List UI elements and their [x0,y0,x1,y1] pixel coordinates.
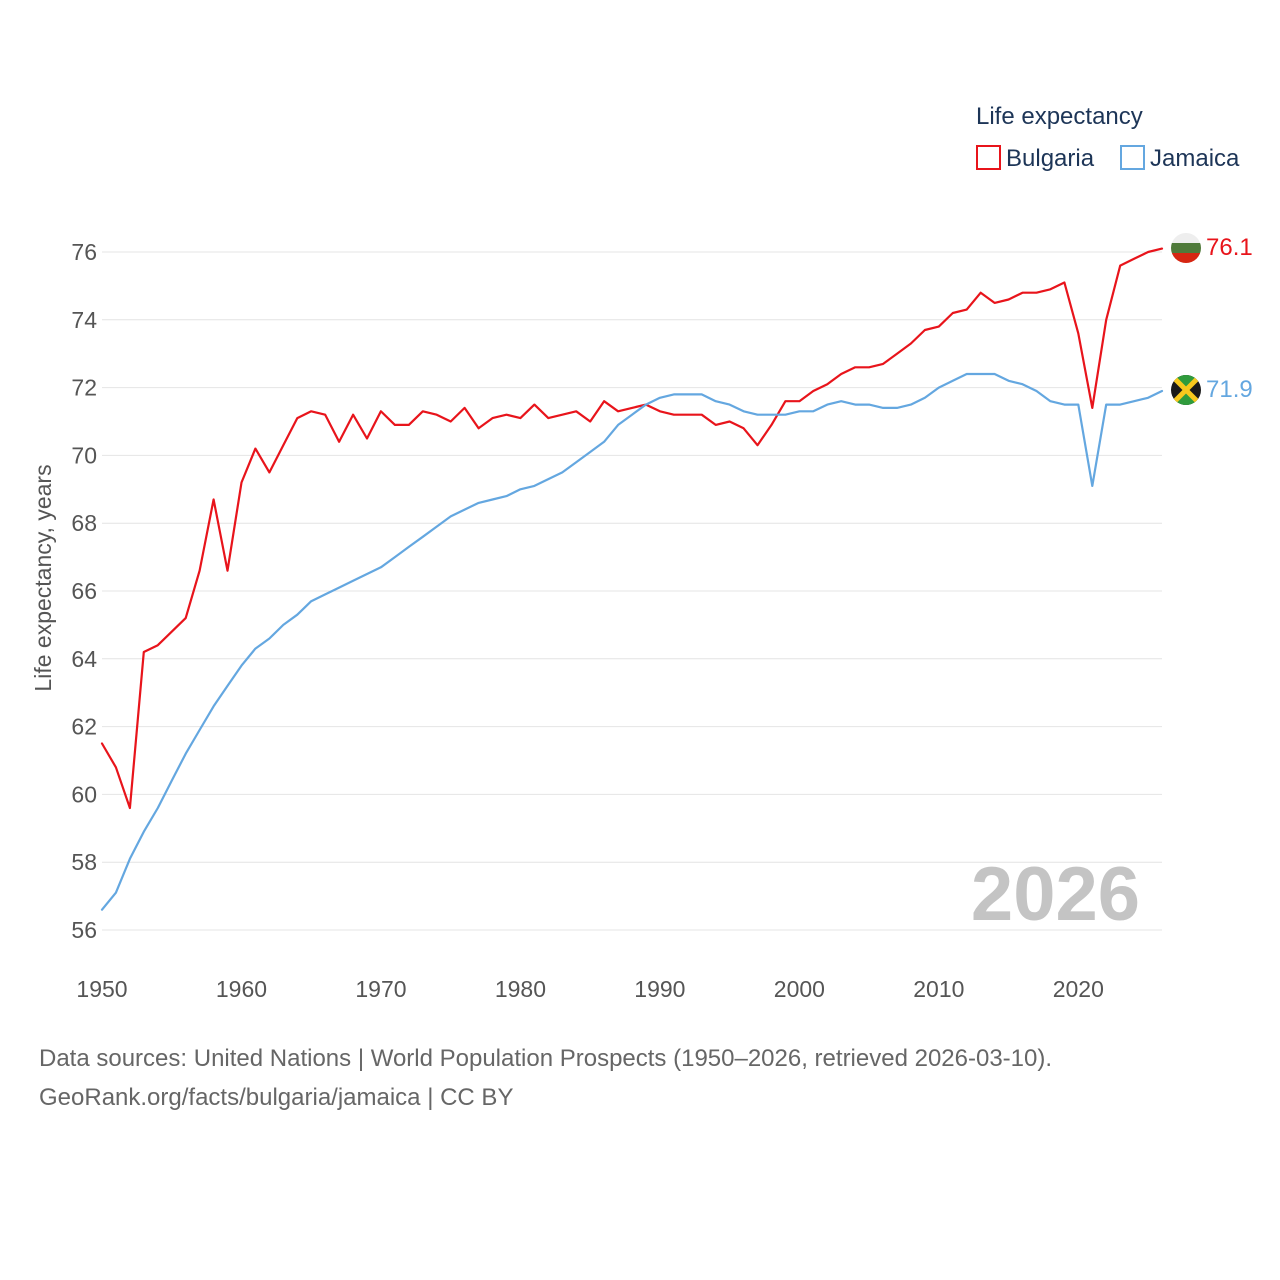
legend-label-bulgaria: Bulgaria [1006,145,1095,172]
y-axis-title: Life expectancy, years [30,464,56,691]
y-tick-label: 74 [71,307,97,333]
y-tick-label: 60 [71,781,97,807]
y-tick-label: 58 [71,849,97,875]
x-tick-label: 1960 [216,976,267,1002]
legend-swatch-bulgaria [976,145,1001,170]
x-tick-label: 1980 [495,976,546,1002]
y-tick-label: 70 [71,442,97,468]
jamaica-end-value: 71.9 [1206,376,1253,403]
x-axis-ticks: 1950 1960 1970 1980 1990 2000 2010 2020 [76,976,1103,1002]
x-tick-label: 1970 [355,976,406,1002]
y-tick-label: 66 [71,578,97,604]
grid-lines [102,251,1162,931]
y-tick-label: 56 [71,917,97,943]
year-watermark: 2026 [971,852,1140,937]
y-tick-label: 72 [71,375,97,401]
y-tick-label: 76 [71,239,97,265]
legend: Life expectancy Bulgaria Jamaica [976,103,1240,172]
y-tick-label: 64 [71,646,97,672]
y-tick-label: 68 [71,510,97,536]
bulgaria-end-value: 76.1 [1206,234,1253,261]
data-source-note: Data sources: United Nations | World Pop… [39,1045,1053,1072]
x-tick-label: 1990 [634,976,685,1002]
x-tick-label: 1950 [76,976,127,1002]
x-tick-label: 2010 [913,976,964,1002]
legend-title: Life expectancy [976,103,1143,130]
y-axis-ticks: 56 58 60 62 64 66 68 70 72 74 76 [71,239,97,943]
series-line-jamaica [100,372,1164,911]
x-tick-label: 2020 [1053,976,1104,1002]
jamaica-flag-icon [1171,375,1201,405]
attribution-link[interactable]: GeoRank.org/facts/bulgaria/jamaica | CC … [39,1084,514,1111]
series-lines [100,247,1164,911]
bulgaria-flag-icon [1171,233,1201,263]
x-tick-label: 2000 [774,976,825,1002]
y-tick-label: 62 [71,714,97,740]
legend-label-jamaica: Jamaica [1150,145,1240,172]
legend-swatch-jamaica [1120,145,1145,170]
series-line-bulgaria [100,247,1164,810]
